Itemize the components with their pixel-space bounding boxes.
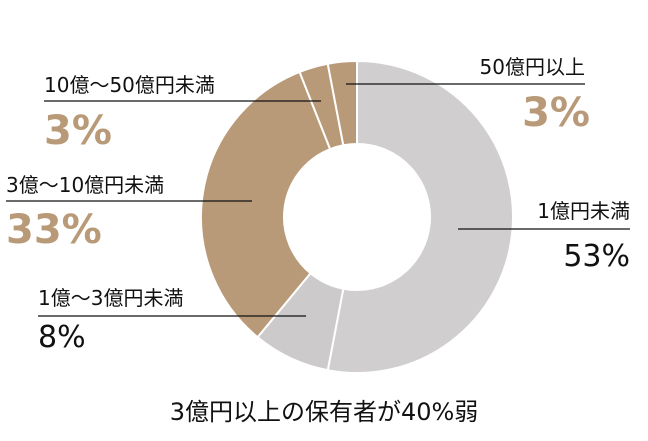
donut-slice-3 [200,70,332,339]
slice-label-3: 3億～10億円未満 [6,173,164,197]
slice-value-label-2: 8% [38,320,86,355]
slice-label-4: 10億～50億円未満 [44,73,215,97]
slice-label-1: 1億円未満 [537,199,630,223]
donut-slice-5 [326,59,358,147]
donut-slices [200,59,514,374]
slice-value-label-5: 3% [522,90,590,136]
leader-lines [6,83,630,317]
slice-value-label-1: 53% [563,239,630,274]
slice-label-2: 1億～3億円未満 [38,286,183,310]
chart-title: 3億円以上の保有者が40%弱 [170,398,479,426]
slice-labels: 1億円未満 53% 1億～3億円未満 8% 3億～10億円未満 33% 10億～50億円未満… [6,55,630,355]
slice-value-label-4: 3% [44,108,112,154]
slice-value-label-3: 33% [6,207,102,253]
slice-label-5: 50億円以上 [480,55,585,79]
donut-slice-1 [326,59,514,374]
